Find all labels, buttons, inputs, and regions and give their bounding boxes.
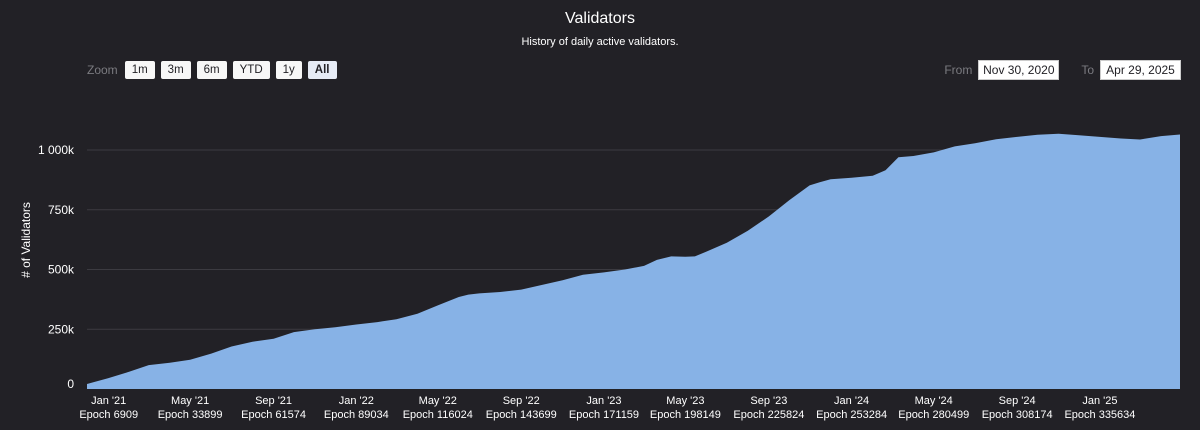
x-tick-epoch-6: Epoch 171159 <box>569 409 639 421</box>
from-label: From <box>944 63 973 77</box>
x-tick-epoch-2: Epoch 61574 <box>241 409 306 421</box>
x-tick-label-8: Sep '23 <box>750 395 787 407</box>
x-tick-label-11: Sep '24 <box>999 395 1036 407</box>
chart-subtitle: History of daily active validators. <box>521 36 679 48</box>
chart-title: Validators <box>565 10 635 27</box>
y-axis: 0 250k 500k 750k 1 000k <box>38 143 75 391</box>
to-date-input[interactable] <box>1100 60 1181 80</box>
x-tick-epoch-10: Epoch 280499 <box>898 409 969 421</box>
x-tick-epoch-3: Epoch 89034 <box>324 409 389 421</box>
y-axis-label: # of Validators <box>19 202 33 278</box>
zoom-ytd-button[interactable]: YTD <box>232 61 270 79</box>
x-tick-label-3: Jan '22 <box>339 395 374 407</box>
x-tick-label-12: Jan '25 <box>1082 395 1117 407</box>
x-tick-epoch-9: Epoch 253284 <box>816 409 887 421</box>
date-range-selector: From To <box>944 59 1181 81</box>
zoom-3m-button[interactable]: 3m <box>160 61 191 79</box>
to-label: To <box>1081 63 1094 77</box>
from-date-input[interactable] <box>978 60 1060 80</box>
x-tick-label-10: May '24 <box>915 395 953 407</box>
y-tick-label-1: 250k <box>48 322 75 336</box>
x-tick-label-6: Jan '23 <box>586 395 621 407</box>
x-tick-label-2: Sep '21 <box>255 395 292 407</box>
y-tick-label-2: 500k <box>48 263 75 277</box>
x-tick-label-0: Jan '21 <box>91 395 126 407</box>
zoom-label: Zoom <box>87 63 118 77</box>
x-tick-epoch-7: Epoch 198149 <box>650 409 721 421</box>
x-tick-epoch-11: Epoch 308174 <box>982 409 1053 421</box>
x-tick-epoch-4: Epoch 116024 <box>403 409 473 421</box>
x-tick-label-1: May '21 <box>171 395 209 407</box>
x-tick-epoch-1: Epoch 33899 <box>158 409 223 421</box>
x-tick-label-9: Jan '24 <box>834 395 869 407</box>
y-tick-label-0: 0 <box>67 377 74 391</box>
x-tick-label-5: Sep '22 <box>503 395 540 407</box>
zoom-6m-button[interactable]: 6m <box>196 61 227 79</box>
x-tick-epoch-5: Epoch 143699 <box>486 409 557 421</box>
validators-area-series[interactable] <box>87 133 1180 389</box>
x-tick-epoch-8: Epoch 225824 <box>733 409 804 421</box>
x-tick-label-4: May '22 <box>419 395 457 407</box>
x-axis: Jan '21 Epoch 6909 May '21 Epoch 33899 Sep '… <box>79 395 1135 421</box>
zoom-1m-button[interactable]: 1m <box>124 61 155 79</box>
zoom-controls: Zoom 1m 3m 6m YTD 1y All <box>87 60 337 80</box>
zoom-1y-button[interactable]: 1y <box>275 61 302 79</box>
x-tick-label-7: May '23 <box>666 395 704 407</box>
y-tick-label-3: 750k <box>48 203 75 217</box>
y-tick-label-4: 1 000k <box>38 143 75 157</box>
x-tick-epoch-12: Epoch 335634 <box>1064 409 1135 421</box>
x-tick-epoch-0: Epoch 6909 <box>79 409 138 421</box>
zoom-all-button[interactable]: All <box>307 61 337 79</box>
